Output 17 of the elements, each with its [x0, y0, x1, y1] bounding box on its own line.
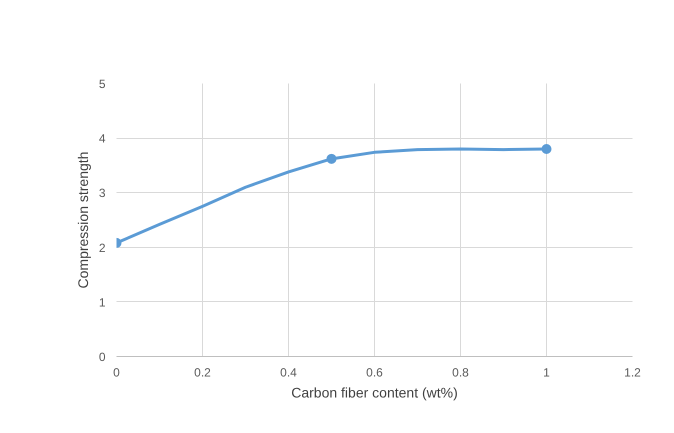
point	[326, 154, 336, 164]
x-tick-label: 0.8	[452, 366, 470, 380]
x-tick-label: 0	[113, 366, 120, 380]
x-tick-label: 0.6	[366, 366, 384, 380]
x-axis-title: Carbon fiber content (wt%)	[291, 384, 458, 400]
point	[542, 144, 552, 154]
y-tick-label: 4	[98, 132, 106, 146]
y-axis-title: Compression strength	[74, 152, 91, 288]
y-tick-label: 0	[98, 350, 106, 364]
y-tick-label: 1	[98, 295, 106, 310]
x-tick-label: 0.2	[194, 366, 212, 380]
x-tick-label: 0.4	[280, 366, 298, 380]
y-tick-label: 2	[98, 240, 106, 255]
x-tick-label: 1	[543, 366, 550, 380]
x-tick-label: 1.2	[624, 366, 642, 380]
y-tick-label: 3	[98, 186, 106, 200]
y-tick-label: 5	[98, 77, 106, 91]
